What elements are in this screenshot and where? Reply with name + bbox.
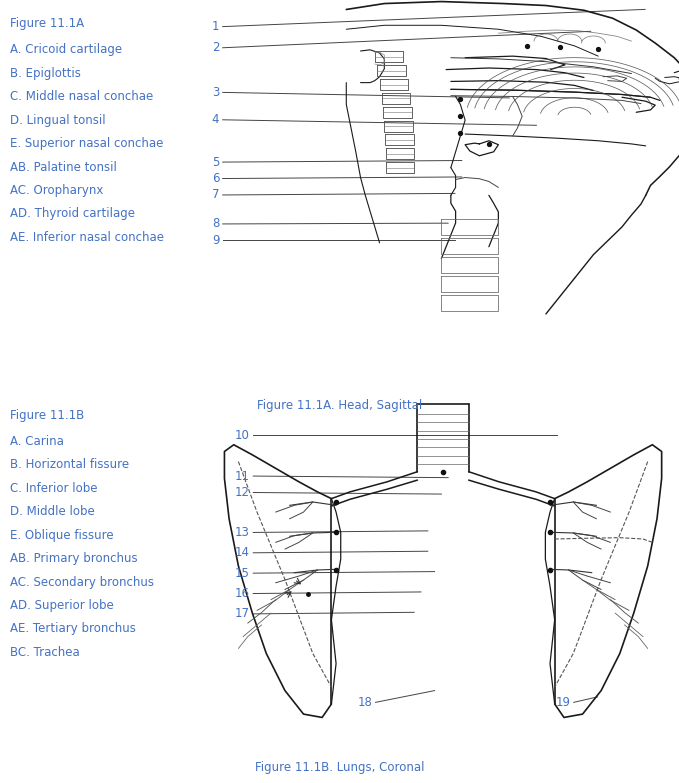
- Text: 2: 2: [212, 41, 219, 54]
- Text: AC. Oropharynx: AC. Oropharynx: [10, 184, 104, 197]
- Text: 14: 14: [235, 547, 250, 559]
- Text: 18: 18: [357, 696, 372, 709]
- Text: A. Carina: A. Carina: [10, 435, 64, 448]
- Text: 13: 13: [235, 526, 250, 539]
- Text: D. Lingual tonsil: D. Lingual tonsil: [10, 114, 106, 127]
- Text: Figure 11.1B. Lungs, Coronal: Figure 11.1B. Lungs, Coronal: [255, 761, 424, 774]
- Text: AC. Secondary bronchus: AC. Secondary bronchus: [10, 576, 154, 589]
- Text: C. Inferior lobe: C. Inferior lobe: [10, 482, 98, 495]
- Text: D. Middle lobe: D. Middle lobe: [10, 505, 95, 518]
- Text: 11: 11: [235, 470, 250, 482]
- Text: 8: 8: [212, 218, 219, 230]
- Text: 16: 16: [235, 587, 250, 600]
- Text: 10: 10: [235, 429, 250, 442]
- Text: A. Cricoid cartilage: A. Cricoid cartilage: [10, 43, 122, 56]
- Text: Figure 11.1B: Figure 11.1B: [10, 409, 84, 422]
- Text: AD. Thyroid cartilage: AD. Thyroid cartilage: [10, 207, 135, 221]
- Text: C. Middle nasal conchae: C. Middle nasal conchae: [10, 90, 153, 103]
- Text: Figure 11.1A: Figure 11.1A: [10, 17, 84, 31]
- Text: Figure 11.1A. Head, Sagittal: Figure 11.1A. Head, Sagittal: [257, 399, 422, 413]
- Text: 7: 7: [212, 189, 219, 201]
- Text: AB. Primary bronchus: AB. Primary bronchus: [10, 552, 138, 565]
- Text: AE. Inferior nasal conchae: AE. Inferior nasal conchae: [10, 231, 164, 244]
- Text: B. Epiglottis: B. Epiglottis: [10, 67, 81, 80]
- Text: E. Oblique fissure: E. Oblique fissure: [10, 529, 114, 542]
- Text: 3: 3: [212, 86, 219, 99]
- Text: 17: 17: [235, 608, 250, 620]
- Text: E. Superior nasal conchae: E. Superior nasal conchae: [10, 137, 164, 150]
- Text: 4: 4: [212, 114, 219, 126]
- Text: 9: 9: [212, 234, 219, 247]
- Text: 19: 19: [555, 696, 570, 709]
- Text: BC. Trachea: BC. Trachea: [10, 646, 80, 659]
- Text: AB. Palatine tonsil: AB. Palatine tonsil: [10, 161, 117, 174]
- Text: B. Horizontal fissure: B. Horizontal fissure: [10, 458, 129, 471]
- Text: 6: 6: [212, 172, 219, 185]
- Text: 15: 15: [235, 567, 250, 579]
- Text: AD. Superior lobe: AD. Superior lobe: [10, 599, 114, 612]
- Text: 12: 12: [235, 486, 250, 499]
- Text: 5: 5: [212, 156, 219, 168]
- Text: 1: 1: [212, 20, 219, 33]
- Text: AE. Tertiary bronchus: AE. Tertiary bronchus: [10, 622, 136, 636]
